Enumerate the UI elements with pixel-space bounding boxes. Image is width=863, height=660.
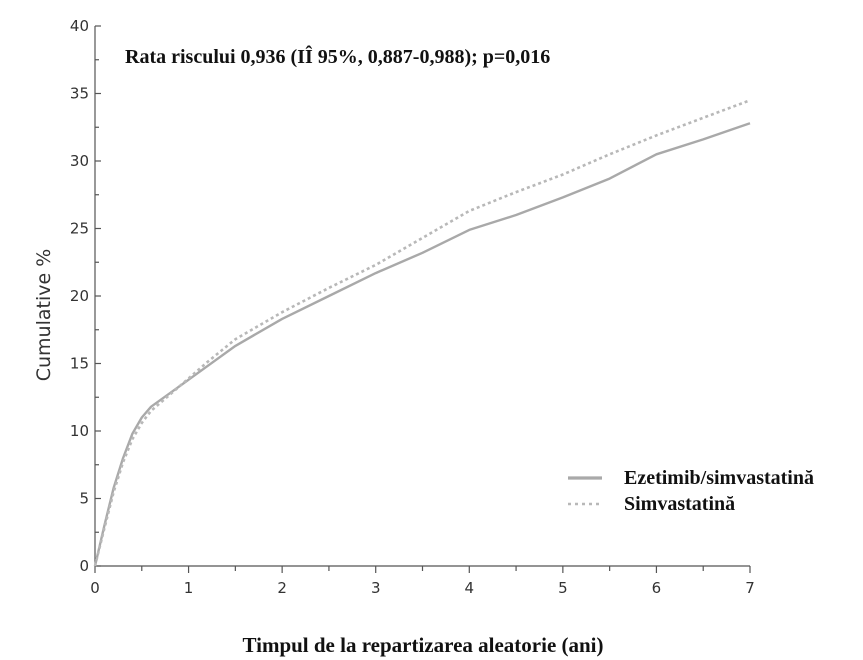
legend-label: Ezetimib/simvastatină xyxy=(624,467,814,489)
y-tick-label: 20 xyxy=(70,287,89,305)
x-tick-label: 0 xyxy=(90,579,100,597)
hazard-ratio-annotation: Rata riscului 0,936 (IÎ 95%, 0,887-0,988… xyxy=(125,44,550,68)
legend-label: Simvastatină xyxy=(624,493,735,515)
y-tick-label: 40 xyxy=(70,17,89,35)
y-tick-label: 10 xyxy=(70,422,89,440)
series-line-ezetimib-simvastatin xyxy=(93,122,751,567)
y-tick-label: 5 xyxy=(79,490,89,508)
x-tick-label: 2 xyxy=(277,579,287,597)
y-tick-label: 15 xyxy=(70,355,89,373)
x-tick-label: 4 xyxy=(465,579,475,597)
legend: Ezetimib/simvastatină Simvastatină xyxy=(568,467,814,515)
y-tick-label: 0 xyxy=(79,557,89,575)
x-tick-label: 3 xyxy=(371,579,381,597)
x-axis-title: Timpul de la repartizarea aleatorie (ani… xyxy=(242,633,603,657)
x-tick-label: 5 xyxy=(558,579,568,597)
y-tick-label: 30 xyxy=(70,152,89,170)
x-tick-label: 6 xyxy=(652,579,662,597)
series-line-simvastatin xyxy=(93,99,751,567)
y-axis-title: Cumulative % xyxy=(33,249,55,382)
y-tick-label: 35 xyxy=(70,85,89,103)
x-tick-label: 7 xyxy=(745,579,755,597)
plot-area: 0 5 10 15 20 25 30 35 40 0 1 2 3 4 5 6 7 xyxy=(70,17,755,597)
y-tick-label: 25 xyxy=(70,220,89,238)
x-tick-label: 1 xyxy=(184,579,194,597)
